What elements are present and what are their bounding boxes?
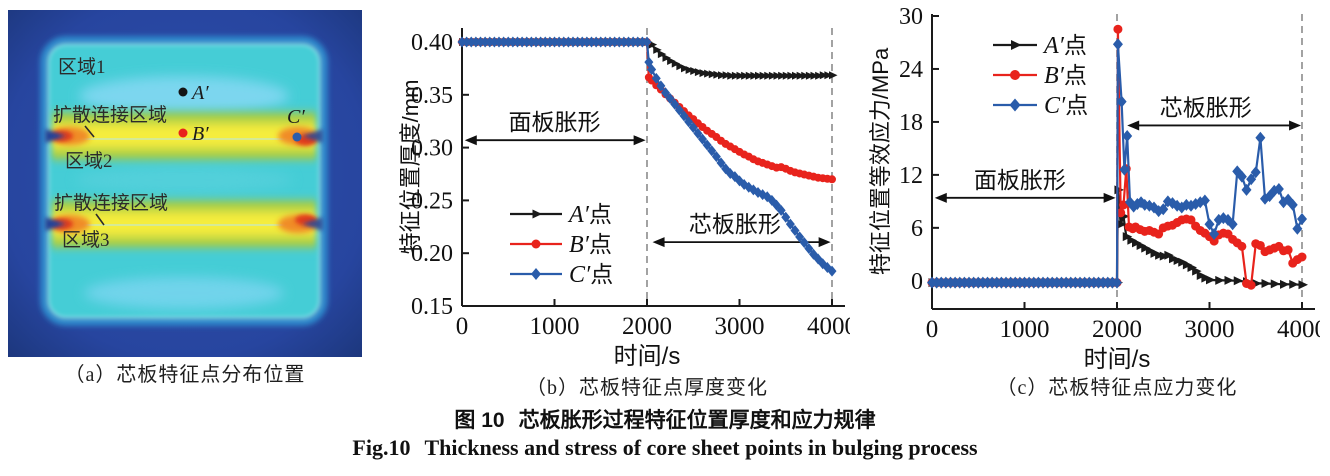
svg-text:3000: 3000 xyxy=(1185,316,1235,343)
svg-text:2000: 2000 xyxy=(1092,316,1142,343)
svg-text:0: 0 xyxy=(911,269,923,295)
chart-b-xlabel: 时间/s xyxy=(614,343,681,370)
panel-b-thickness-chart: 0.40 0.35 0.30 0.25 0.20 0.15 0 1000 2000 3000 400… xyxy=(398,2,857,370)
chart-b-series-2 xyxy=(457,36,837,277)
svg-text:A′点: A′点 xyxy=(567,201,612,228)
chart-c-ylabel: 特征位置等效应力/MPa xyxy=(868,47,893,275)
label-diffusion-1: 扩散连接区域 xyxy=(53,104,167,126)
svg-text:12: 12 xyxy=(899,163,923,189)
svg-text:24: 24 xyxy=(899,57,923,83)
svg-text:C′点: C′点 xyxy=(569,261,613,288)
chart-b-canvas: 0.40 0.35 0.30 0.25 0.20 0.150 1000 2000 3000 400… xyxy=(398,28,857,370)
caption-panel-a: （a）芯板特征点分布位置 xyxy=(64,364,306,386)
svg-text:0.15: 0.15 xyxy=(411,294,453,320)
svg-text:0.20: 0.20 xyxy=(411,241,453,267)
svg-text:0.25: 0.25 xyxy=(411,188,453,214)
svg-text:1000: 1000 xyxy=(530,313,580,340)
svg-text:0: 0 xyxy=(456,313,469,340)
point-C-label: C′ xyxy=(287,106,305,128)
figure-caption-cn-label: 图 10 xyxy=(454,409,505,432)
svg-text:6: 6 xyxy=(911,216,923,242)
point-C-marker xyxy=(292,132,302,142)
chart-b-ylabel: 特征位置厚度/mm xyxy=(398,80,423,255)
svg-text:面板胀形: 面板胀形 xyxy=(509,109,601,135)
svg-text:B′点: B′点 xyxy=(569,231,612,258)
figure-caption-en-label: Fig.10 xyxy=(352,435,411,460)
svg-text:2000: 2000 xyxy=(622,313,672,340)
point-A-label: A′ xyxy=(190,82,209,104)
svg-text:0.35: 0.35 xyxy=(411,83,453,109)
chart-c-canvas: 30 24 18 12 6 00 1000 2000 3000 4000 时间/s 特征位置等效应力/… xyxy=(868,4,1327,373)
leader-line-1 xyxy=(84,125,95,138)
chart-c-axes: 30 24 18 12 6 00 1000 2000 3000 4000 xyxy=(899,4,1327,343)
chart-b-legend: A′点 B′点 C′点 xyxy=(510,201,613,288)
label-region-2: 区域2 xyxy=(65,150,113,172)
chart-c-series-2 xyxy=(927,38,1307,289)
svg-text:面板胀形: 面板胀形 xyxy=(974,167,1066,193)
svg-text:30: 30 xyxy=(899,4,923,30)
figure-caption-english: Fig.10 Thickness and stress of core sheet… xyxy=(0,435,1330,461)
diffusion-band-2 xyxy=(45,192,323,256)
figure-caption-en-text: Thickness and stress of core sheet point… xyxy=(424,435,978,460)
figure-caption-chinese: 图 10 芯板胀形过程特征位置厚度和应力规律 xyxy=(0,404,1330,434)
svg-text:3000: 3000 xyxy=(715,313,765,340)
panel-a-heatmap: 区域1 扩散连接区域 区域2 扩散连接区域 区域3 A′ B′ C′ xyxy=(8,10,362,357)
leader-line-2 xyxy=(95,213,105,226)
chart-b-dashed-lines xyxy=(646,28,833,306)
svg-text:芯板胀形: 芯板胀形 xyxy=(1160,94,1252,120)
chart-c-legend: A′点 B′点 C′点 xyxy=(993,32,1088,119)
svg-text:0.40: 0.40 xyxy=(411,30,453,56)
label-region-1: 区域1 xyxy=(58,56,106,78)
label-region-3: 区域3 xyxy=(62,229,110,251)
point-A-marker xyxy=(178,87,188,97)
svg-text:18: 18 xyxy=(899,110,923,136)
svg-text:4000: 4000 xyxy=(807,313,850,340)
svg-text:1000: 1000 xyxy=(1000,316,1050,343)
chart-b-axes: 0.40 0.35 0.30 0.25 0.20 0.150 1000 2000 3000 400… xyxy=(411,28,857,340)
figure-caption-cn-text: 芯板胀形过程特征位置厚度和应力规律 xyxy=(518,409,876,432)
low-stress-region-3 xyxy=(84,277,284,309)
chart-c-phase-annotations: 面板胀形 芯板胀形 xyxy=(934,94,1302,203)
heatmap-canvas: 区域1 扩散连接区域 区域2 扩散连接区域 区域3 A′ B′ C′ xyxy=(8,10,362,357)
chart-c-dashed-lines xyxy=(1116,14,1303,309)
svg-text:0.30: 0.30 xyxy=(411,136,453,162)
point-B-label: B′ xyxy=(192,123,209,145)
svg-text:C′点: C′点 xyxy=(1044,92,1088,119)
low-stress-region-2 xyxy=(76,166,292,194)
svg-text:B′点: B′点 xyxy=(1044,62,1087,89)
svg-text:芯板胀形: 芯板胀形 xyxy=(689,211,781,237)
panel-c-stress-chart: 30 24 18 12 6 00 1000 2000 3000 4000 时间/s 特征位置等效应力/… xyxy=(868,2,1327,373)
caption-panel-c: （c）芯板特征点应力变化 xyxy=(996,377,1238,399)
svg-text:4000: 4000 xyxy=(1277,316,1320,343)
svg-text:A′点: A′点 xyxy=(1042,32,1087,59)
caption-panel-b: （b）芯板特征点厚度变化 xyxy=(526,377,768,399)
chart-c-xlabel: 时间/s xyxy=(1084,346,1151,370)
label-diffusion-2: 扩散连接区域 xyxy=(54,192,168,214)
point-B-marker xyxy=(178,128,188,138)
svg-text:0: 0 xyxy=(926,316,939,343)
